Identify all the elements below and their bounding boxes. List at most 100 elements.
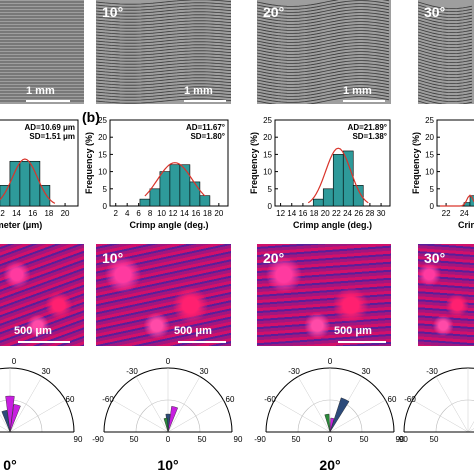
polar-wedge <box>9 404 21 433</box>
y-tick-label: 10 <box>263 168 272 177</box>
polar-tick-label: -90 <box>396 435 408 444</box>
polar-tick-label: 90 <box>74 435 83 444</box>
hist-bar <box>332 154 344 207</box>
y-tick-label: 20 <box>98 133 107 142</box>
fiber-line <box>418 55 473 63</box>
polar-tick-label: -30 <box>126 367 138 376</box>
y-tick-label: 5 <box>430 185 435 194</box>
x-tick-label: 12 <box>276 209 285 218</box>
x-tick-label: 26 <box>354 209 363 218</box>
hist-bar <box>199 195 211 207</box>
fiber-line <box>418 31 473 39</box>
polar-tick-label: 0 <box>12 357 17 366</box>
fiber-line <box>257 90 390 100</box>
y-tick-label: 20 <box>263 133 272 142</box>
fiber-line <box>418 4 473 12</box>
polar-tick-label: -60 <box>102 395 114 404</box>
fiber-line <box>418 91 473 99</box>
panel-letter-b: (b) <box>82 109 100 125</box>
x-tick-label: 18 <box>310 209 319 218</box>
fiber-line <box>418 52 473 60</box>
polar-spoke <box>329 399 386 433</box>
x-tick-label: 16 <box>28 209 37 218</box>
hist-bar <box>0 185 11 207</box>
fiber-line <box>257 45 390 55</box>
gaussian-fit <box>144 162 206 197</box>
stat-label: AD=11.67° <box>186 123 225 132</box>
angle-label: 10° <box>102 4 124 20</box>
polar-wedge <box>1 409 11 433</box>
fiber-line <box>257 30 390 40</box>
fiber-line <box>96 89 231 95</box>
hist-bar <box>149 188 161 207</box>
fiber-line <box>96 32 231 38</box>
y-tick-label: 15 <box>98 150 107 159</box>
stat-label: SD=1.80° <box>190 132 225 141</box>
fiber-line <box>257 15 390 25</box>
fiber-line <box>418 64 473 72</box>
fiber-line <box>257 48 390 58</box>
polar-spoke <box>9 376 43 433</box>
y-tick-label: 25 <box>98 116 107 125</box>
fiber-line <box>96 62 231 68</box>
polar-inner-arc <box>435 399 474 433</box>
polar-tick-label: -90 <box>92 435 104 444</box>
scale-label: 500 μm <box>14 325 52 337</box>
hist-bar <box>19 160 31 207</box>
fiber-line <box>418 16 473 24</box>
polar-spoke <box>167 376 201 433</box>
stat-label: SD=1.38° <box>352 132 387 141</box>
hist-bar <box>29 160 41 207</box>
polar-tick-label: 50 <box>198 435 207 444</box>
scale-bar <box>26 100 70 102</box>
gaussian-fit <box>440 194 474 207</box>
fiber-line <box>96 2 231 8</box>
polar-spoke <box>0 425 11 433</box>
fiber-line <box>418 43 473 51</box>
polar-tick-label: 0 <box>328 435 333 444</box>
y-tick-label: 10 <box>98 168 107 177</box>
scale-label: 1 mm <box>184 85 213 97</box>
fiber-line <box>418 10 473 18</box>
x-tick-label: 14 <box>180 209 189 218</box>
fiber-line <box>418 76 473 84</box>
fiber-line <box>418 34 473 42</box>
hist-frame <box>436 119 474 207</box>
y-tick-label: 0 <box>430 202 435 211</box>
fluorescence-panel-30 <box>418 244 474 346</box>
x-tick-label: 28 <box>365 209 374 218</box>
hist-bar <box>9 160 21 207</box>
fiber-line <box>96 92 231 98</box>
polar-spoke <box>167 399 224 433</box>
fiber-line <box>96 83 231 89</box>
fiber-line <box>418 97 473 104</box>
y-tick-label: 10 <box>425 168 434 177</box>
polar-tick-label: 30 <box>200 367 209 376</box>
angle-label: 10° <box>102 250 124 266</box>
y-tick-label: 0 <box>103 202 108 211</box>
stat-label: AD=10.69 μm <box>25 123 75 132</box>
x-tick-label: 20 <box>321 209 330 218</box>
x-tick-label: 18 <box>203 209 212 218</box>
y-axis-label: Frequency (%) <box>249 132 259 194</box>
sem-panel-10: 10° 1 mm <box>96 0 231 104</box>
polar-spoke <box>274 399 331 433</box>
fiber-line <box>96 35 231 41</box>
x-tick-label: 12 <box>0 209 5 218</box>
polar-tick-label: 50 <box>130 435 139 444</box>
fiber-line <box>418 25 473 33</box>
y-axis-label: Frequency (%) <box>411 132 421 194</box>
fiber-line <box>418 7 473 15</box>
fiber-line <box>96 41 231 47</box>
sem-panel-20: 20° 1 mm <box>257 0 391 104</box>
polar-spoke <box>9 399 66 433</box>
x-tick-label: 14 <box>12 209 21 218</box>
fiber-line <box>96 59 231 65</box>
polar-tick-label: -60 <box>404 395 416 404</box>
stat-label: AD=21.89° <box>348 123 387 132</box>
polar-tick-label: 90 <box>396 435 405 444</box>
scale-bar <box>18 341 70 343</box>
x-tick-label: 30 <box>377 209 386 218</box>
fiber-line <box>418 22 473 30</box>
fiber-line <box>257 81 390 91</box>
